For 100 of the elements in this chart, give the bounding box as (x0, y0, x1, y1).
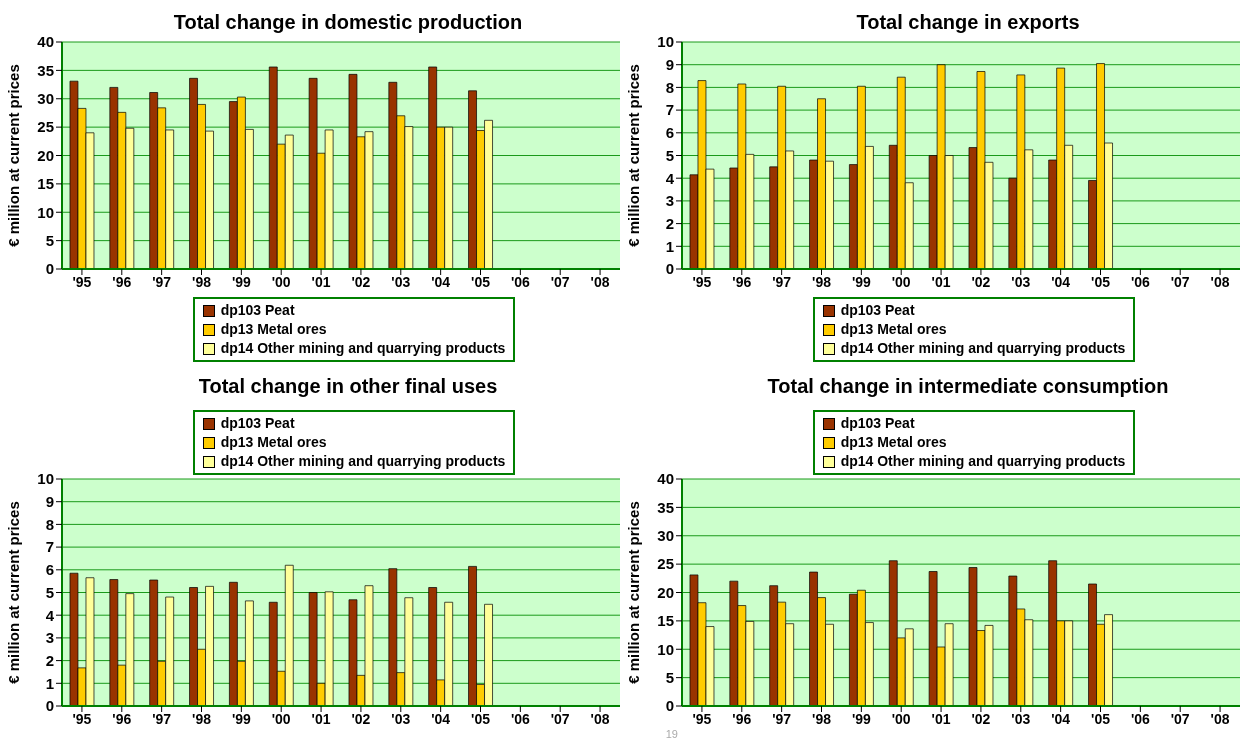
x-tick-label: '08 (590, 273, 610, 290)
x-tick-label: '96 (112, 710, 132, 727)
x-tick-label: '99 (851, 710, 872, 727)
x-tick-label: '00 (891, 710, 911, 727)
y-tick-label: 35 (37, 61, 54, 79)
x-tick-label: '98 (812, 710, 832, 727)
x-tick-label: '01 (311, 273, 331, 290)
legend-label: dp13 Metal ores (840, 433, 947, 452)
x-tick-label: '03 (391, 273, 411, 290)
x-tick-label: '02 (971, 710, 991, 727)
x-tick-label: '95 (72, 273, 92, 290)
y-tick-label: 5 (665, 146, 674, 164)
x-tick-label: '06 (1130, 710, 1151, 727)
chart-title: Total change in intermediate consumption (766, 374, 1170, 399)
x-tick-label: '04 (1051, 710, 1071, 727)
chart-title: Total change in exports (856, 11, 1080, 33)
y-tick-label: 6 (45, 561, 54, 579)
chart-title: Total change in domestic production (173, 11, 523, 33)
x-tick-label: '03 (391, 710, 411, 727)
x-tick-label: '97 (772, 273, 792, 290)
y-tick-label: 40 (657, 470, 674, 488)
y-tick-label: 0 (665, 697, 674, 715)
y-tick-label: 40 (37, 33, 54, 51)
x-tick-label: '03 (1011, 710, 1031, 727)
x-tick-label: '08 (590, 710, 610, 727)
legend-label: dp103 Peat (220, 414, 295, 433)
x-tick-label: '02 (351, 273, 371, 290)
y-tick-label: 9 (665, 56, 674, 74)
x-tick-label: '06 (510, 710, 531, 727)
y-tick-label: 15 (657, 612, 674, 630)
y-tick-label: 8 (45, 515, 54, 533)
y-tick-label: 3 (665, 192, 674, 210)
y-tick-label: 0 (45, 697, 54, 715)
x-tick-label: '08 (1210, 710, 1230, 727)
y-tick-label: 20 (657, 583, 674, 601)
y-tick-label: 25 (657, 555, 674, 573)
y-tick-label: 5 (45, 583, 54, 601)
y-tick-label: 10 (37, 470, 54, 488)
x-tick-label: '07 (550, 710, 570, 727)
legend-label: dp13 Metal ores (840, 320, 947, 339)
y-tick-label: 7 (45, 538, 54, 556)
x-tick-label: '06 (510, 273, 531, 290)
x-tick-label: '00 (271, 710, 291, 727)
x-tick-label: '03 (1011, 273, 1031, 290)
x-tick-label: '96 (732, 273, 752, 290)
legend-label: dp13 Metal ores (220, 320, 327, 339)
y-tick-label: 8 (665, 78, 674, 96)
x-tick-label: '07 (1170, 710, 1190, 727)
legend-label: dp103 Peat (840, 414, 915, 433)
y-axis-title: € million at current prices (5, 501, 23, 684)
x-tick-label: '95 (692, 273, 712, 290)
x-tick-label: '04 (1051, 273, 1071, 290)
x-tick-label: '98 (192, 710, 212, 727)
x-tick-label: '97 (152, 710, 172, 727)
x-tick-label: '96 (732, 710, 752, 727)
x-tick-label: '95 (72, 710, 92, 727)
x-tick-label: '06 (1130, 273, 1151, 290)
legend-label: dp14 Other mining and quarrying products (220, 452, 506, 471)
y-tick-label: 25 (37, 118, 54, 136)
x-tick-label: '99 (231, 710, 252, 727)
y-tick-label: 6 (665, 124, 674, 142)
legend-label: dp103 Peat (840, 301, 915, 320)
y-tick-label: 9 (45, 493, 54, 511)
y-tick-label: 30 (37, 90, 54, 108)
y-tick-label: 10 (657, 33, 674, 51)
y-tick-label: 15 (37, 175, 54, 193)
y-axis-title: € million at current prices (5, 64, 23, 247)
y-tick-label: 4 (45, 606, 55, 624)
legend-label: dp14 Other mining and quarrying products (220, 339, 506, 358)
x-tick-label: '96 (112, 273, 132, 290)
x-tick-label: '08 (1210, 273, 1230, 290)
y-tick-label: 5 (665, 668, 674, 686)
legend-label: dp103 Peat (220, 301, 295, 320)
x-tick-label: '99 (231, 273, 252, 290)
y-tick-label: 20 (37, 146, 54, 164)
y-axis-title: € million at current prices (625, 64, 643, 247)
y-tick-label: 3 (45, 629, 54, 647)
chart-title: Total change in other final uses (197, 374, 499, 399)
x-tick-label: '99 (851, 273, 872, 290)
y-tick-label: 1 (45, 674, 54, 692)
x-tick-label: '02 (351, 710, 371, 727)
y-tick-label: 10 (37, 203, 54, 221)
x-tick-label: '00 (891, 273, 911, 290)
y-tick-label: 4 (665, 169, 675, 187)
y-tick-label: 5 (45, 231, 54, 249)
legend-label: dp14 Other mining and quarrying products (840, 452, 1126, 471)
x-tick-label: '07 (550, 273, 570, 290)
y-tick-label: 35 (657, 498, 674, 516)
legend-label: dp14 Other mining and quarrying products (840, 339, 1126, 358)
x-tick-label: '97 (772, 710, 792, 727)
x-tick-label: '00 (271, 273, 291, 290)
y-tick-label: 1 (665, 237, 674, 255)
x-tick-label: '02 (971, 273, 991, 290)
x-tick-label: '04 (431, 273, 451, 290)
x-tick-label: '05 (1091, 273, 1111, 290)
y-tick-label: 0 (45, 260, 54, 278)
x-tick-label: '05 (1091, 710, 1111, 727)
y-tick-label: 30 (657, 527, 674, 545)
y-tick-label: 2 (45, 651, 54, 669)
text: 19 (665, 728, 678, 740)
